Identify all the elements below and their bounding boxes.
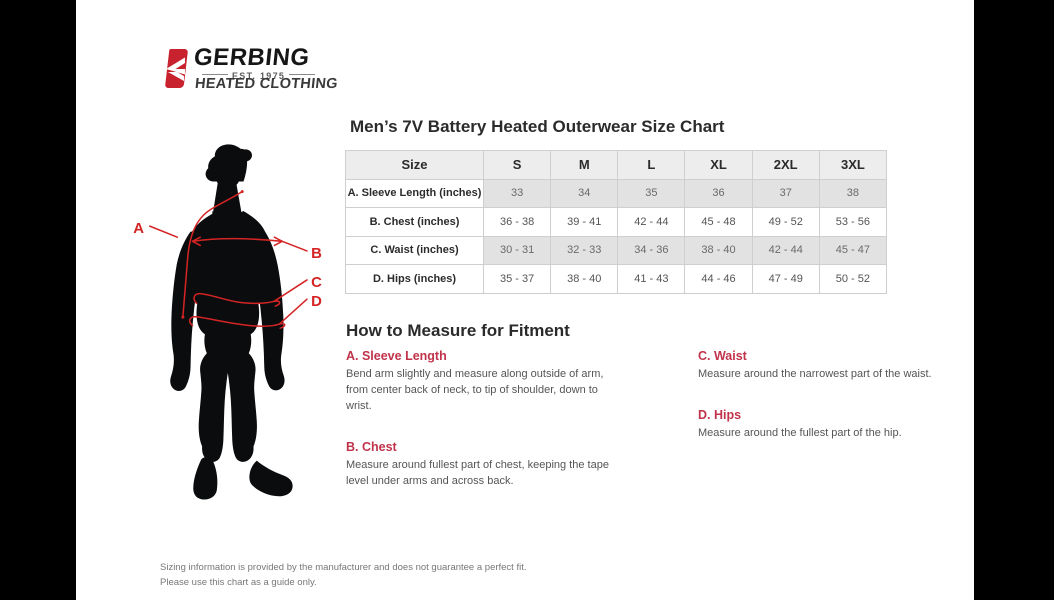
svg-text:B: B <box>311 246 322 262</box>
svg-text:C: C <box>311 275 322 291</box>
svg-text:A: A <box>133 221 144 237</box>
svg-text:D: D <box>311 294 322 310</box>
